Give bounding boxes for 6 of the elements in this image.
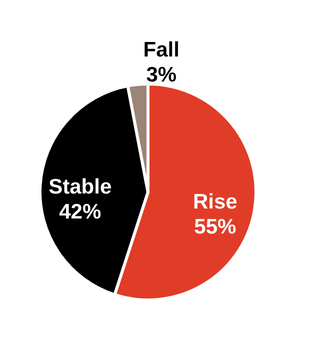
slice-label: Stable: [48, 176, 112, 199]
slice-label: Fall: [143, 38, 180, 62]
data-label: 42%: [59, 200, 102, 224]
slice-label: Rise: [192, 190, 238, 214]
data-label: 55%: [194, 216, 237, 239]
data-label: 3%: [146, 64, 177, 87]
